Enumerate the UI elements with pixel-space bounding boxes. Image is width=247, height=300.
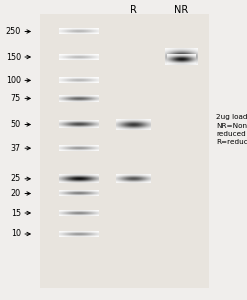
Text: 150: 150 (6, 52, 21, 62)
Text: 25: 25 (11, 174, 21, 183)
Text: 10: 10 (11, 230, 21, 238)
Text: 37: 37 (11, 144, 21, 153)
Text: 100: 100 (6, 76, 21, 85)
Bar (40, 14, 209, 288)
Text: 15: 15 (11, 208, 21, 217)
Text: 2ug loading
NR=Non-
reduced
R=reduced: 2ug loading NR=Non- reduced R=reduced (216, 114, 247, 146)
Text: 75: 75 (11, 94, 21, 103)
Text: 20: 20 (11, 189, 21, 198)
Text: NR: NR (174, 4, 189, 15)
Text: 50: 50 (11, 120, 21, 129)
Text: 250: 250 (6, 27, 21, 36)
Text: R: R (130, 4, 137, 15)
